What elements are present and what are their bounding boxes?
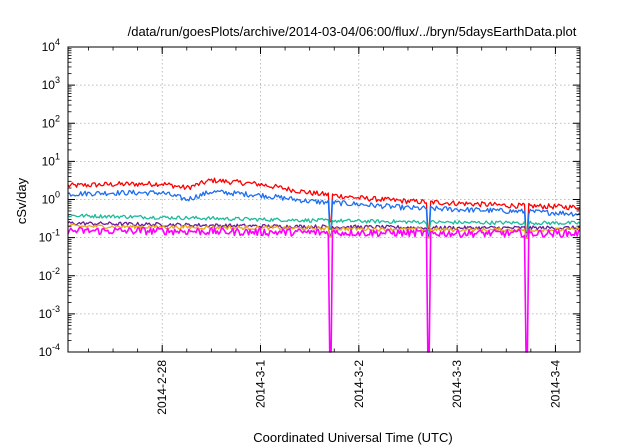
x-tick-label: 2014-3-2 xyxy=(352,360,366,408)
y-tick-label: 101 xyxy=(42,151,60,168)
series-line xyxy=(67,189,581,240)
y-tick-label: 10-1 xyxy=(39,228,60,245)
series-line xyxy=(67,226,581,353)
series-line xyxy=(67,177,581,234)
chart-title: /data/run/goesPlots/archive/2014-03-04/0… xyxy=(128,24,577,39)
series-group xyxy=(67,177,581,353)
series-line xyxy=(67,213,581,232)
y-tick-labels: 10-4 10-3 10-2 10-1 100 101 102 103 104 xyxy=(39,37,60,359)
y-tick-label: 103 xyxy=(42,75,60,92)
x-tick-label: 2014-3-3 xyxy=(450,360,464,408)
x-axis-label: Coordinated Universal Time (UTC) xyxy=(253,430,452,445)
y-tick-label: 10-4 xyxy=(39,342,60,359)
series-line xyxy=(67,223,581,239)
x-tick-label: 2014-3-1 xyxy=(254,360,268,408)
grid xyxy=(68,47,580,352)
x-tick-label: 2014-3-4 xyxy=(548,360,562,408)
ticks xyxy=(68,46,581,353)
y-tick-label: 100 xyxy=(42,190,60,207)
x-tick-label: 2014-2-28 xyxy=(155,360,169,415)
y-tick-label: 102 xyxy=(42,113,60,130)
series-line xyxy=(67,221,581,238)
y-tick-label: 10-3 xyxy=(39,304,60,321)
x-tick-labels: 2014-2-28 2014-3-1 2014-3-2 2014-3-3 2014-3-… xyxy=(155,360,562,415)
y-tick-label: 104 xyxy=(42,37,60,54)
y-tick-label: 10-2 xyxy=(39,266,60,283)
y-axis-label: cSv/day xyxy=(14,177,29,224)
